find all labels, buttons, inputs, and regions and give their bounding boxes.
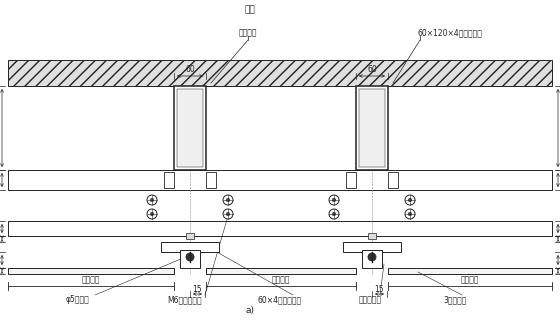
Circle shape [405, 195, 415, 205]
Circle shape [405, 209, 415, 219]
Text: 15: 15 [193, 285, 202, 294]
Text: 分格尺寸: 分格尺寸 [461, 275, 479, 285]
Circle shape [223, 195, 233, 205]
Circle shape [150, 212, 154, 216]
Bar [164, 172, 174, 188]
Text: 分格尺寸: 分格尺寸 [272, 275, 290, 285]
Circle shape [332, 212, 336, 216]
Bar [186, 233, 194, 239]
Circle shape [408, 198, 412, 202]
Circle shape [332, 198, 336, 202]
Text: M6不锈钢螺栓: M6不锈钢螺栓 [167, 295, 202, 305]
Circle shape [150, 198, 154, 202]
Bar [8, 221, 552, 236]
Bar [161, 242, 219, 252]
Circle shape [147, 209, 157, 219]
Bar [8, 170, 552, 190]
Bar [388, 268, 552, 274]
Text: 60: 60 [185, 66, 195, 74]
Text: 60: 60 [367, 66, 377, 74]
Text: 铝合金副框: 铝合金副框 [358, 295, 381, 305]
Bar [343, 242, 401, 252]
Text: 室内: 室内 [245, 5, 255, 15]
Circle shape [408, 212, 412, 216]
Circle shape [226, 198, 230, 202]
Bar [174, 86, 206, 170]
Bar [359, 89, 385, 167]
Circle shape [223, 209, 233, 219]
Text: φ5拉铆钉: φ5拉铆钉 [66, 295, 90, 305]
Bar [206, 268, 356, 274]
Circle shape [147, 195, 157, 205]
Text: 15: 15 [375, 285, 384, 294]
Text: 60×4镀锌钢方管: 60×4镀锌钢方管 [258, 295, 302, 305]
Circle shape [368, 253, 376, 261]
Bar [356, 86, 388, 170]
Bar [8, 268, 174, 274]
Bar [180, 250, 200, 268]
Text: 3厚铝单板: 3厚铝单板 [444, 295, 466, 305]
Bar [368, 233, 376, 239]
Text: 60×120×4镀锌钢方管: 60×120×4镀锌钢方管 [418, 29, 482, 38]
Bar [362, 250, 382, 268]
Text: 分格尺寸: 分格尺寸 [82, 275, 100, 285]
Circle shape [329, 195, 339, 205]
Circle shape [329, 209, 339, 219]
Bar [206, 172, 216, 188]
Circle shape [226, 212, 230, 216]
Bar [177, 89, 203, 167]
Text: a): a) [245, 307, 254, 315]
Text: 连接角码: 连接角码 [239, 29, 257, 38]
Bar [8, 60, 552, 86]
Bar [346, 172, 356, 188]
Bar [388, 172, 398, 188]
Circle shape [186, 253, 194, 261]
